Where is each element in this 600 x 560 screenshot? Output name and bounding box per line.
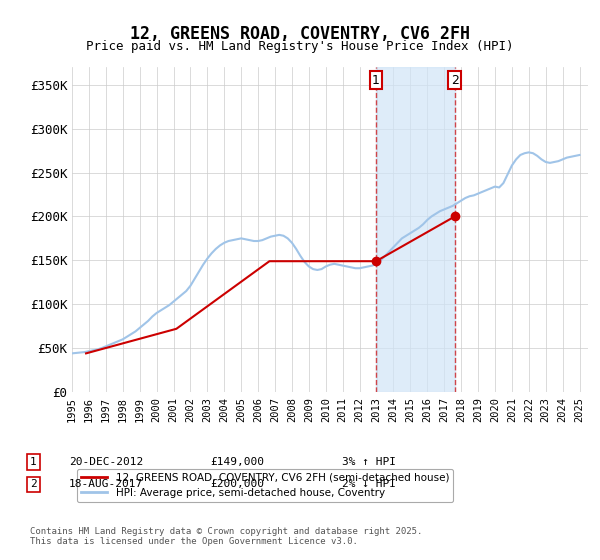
Text: 20-DEC-2012: 20-DEC-2012	[69, 457, 143, 467]
Text: £200,000: £200,000	[210, 479, 264, 489]
Text: 2% ↓ HPI: 2% ↓ HPI	[342, 479, 396, 489]
Text: 12, GREENS ROAD, COVENTRY, CV6 2FH: 12, GREENS ROAD, COVENTRY, CV6 2FH	[130, 25, 470, 43]
Text: 2: 2	[30, 479, 37, 489]
Legend: 12, GREENS ROAD, COVENTRY, CV6 2FH (semi-detached house), HPI: Average price, se: 12, GREENS ROAD, COVENTRY, CV6 2FH (semi…	[77, 469, 454, 502]
Bar	[376, 67, 455, 392]
Text: £149,000: £149,000	[210, 457, 264, 467]
Text: 1: 1	[372, 74, 380, 87]
Text: 18-AUG-2017: 18-AUG-2017	[69, 479, 143, 489]
Text: 3% ↑ HPI: 3% ↑ HPI	[342, 457, 396, 467]
Text: Contains HM Land Registry data © Crown copyright and database right 2025.
This d: Contains HM Land Registry data © Crown c…	[30, 526, 422, 546]
Text: 2: 2	[451, 74, 459, 87]
Text: Price paid vs. HM Land Registry's House Price Index (HPI): Price paid vs. HM Land Registry's House …	[86, 40, 514, 53]
Text: 1: 1	[30, 457, 37, 467]
